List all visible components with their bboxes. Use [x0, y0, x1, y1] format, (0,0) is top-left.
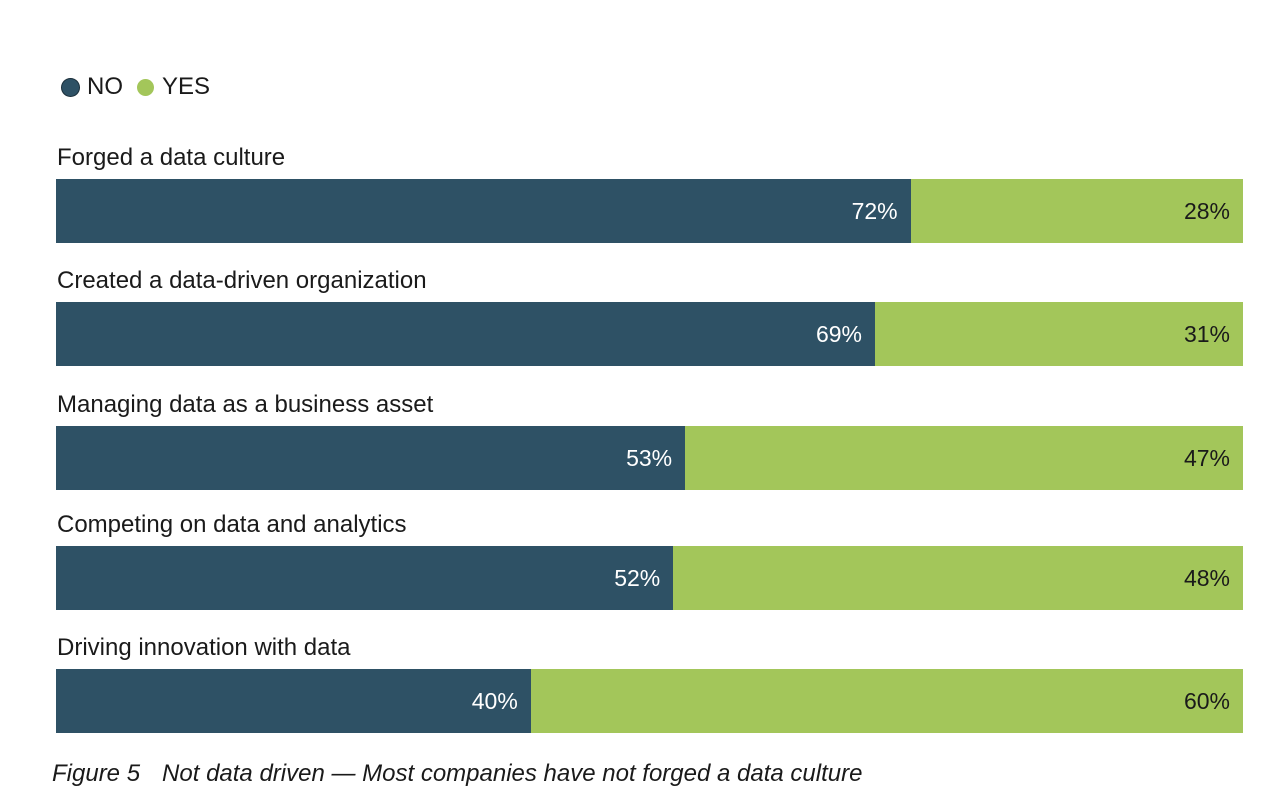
bar-row-managing-data-as-a-business-asset: 53% 47% [56, 426, 1243, 490]
legend-label-no: NO [87, 73, 123, 100]
data-label-yes-competing-on-data-and-analytics: 48% [1183, 565, 1230, 591]
bar-segment-no-forged-a-data-culture: 72% [56, 179, 911, 243]
data-label-no-managing-data-as-a-business-asset: 53% [626, 445, 673, 471]
category-label-created-a-data-driven-organization: Created a data-driven organization [57, 267, 427, 294]
data-label-no-forged-a-data-culture: 72% [851, 198, 898, 224]
legend-item-no: NO [62, 73, 123, 101]
bar-row-created-a-data-driven-organization: 69% 31% [56, 302, 1243, 366]
bar-segment-no-competing-on-data-and-analytics: 52% [56, 546, 674, 610]
data-label-no-created-a-data-driven-organization: 69% [815, 321, 863, 347]
bar-segment-no-driving-innovation-with-data: 40% [56, 669, 531, 733]
legend-swatch-no [62, 78, 79, 96]
bar-segment-no-managing-data-as-a-business-asset: 53% [56, 426, 686, 490]
figure-caption-text: Not data driven — Most companies have no… [162, 760, 863, 787]
category-label-forged-a-data-culture: Forged a data culture [57, 144, 286, 171]
legend-label-yes: YES [162, 73, 211, 100]
legend-item-yes: YES [137, 73, 210, 101]
bar-row-driving-innovation-with-data: 40% 60% [56, 669, 1243, 733]
data-label-yes-driving-innovation-with-data: 60% [1183, 688, 1230, 714]
bar-segment-yes-forged-a-data-culture: 28% [910, 179, 1243, 243]
category-label-competing-on-data-and-analytics: Competing on data and analytics [57, 511, 407, 538]
bar-row-forged-a-data-culture: 72% 28% [56, 179, 1243, 243]
data-label-yes-created-a-data-driven-organization: 31% [1183, 321, 1230, 347]
category-label-driving-innovation-with-data: Driving innovation with data [57, 634, 351, 661]
data-label-no-driving-innovation-with-data: 40% [471, 688, 518, 714]
legend-swatch-yes [137, 78, 154, 96]
category-label-managing-data-as-a-business-asset: Managing data as a business asset [57, 391, 434, 418]
figure-caption: Figure 5 Not data driven — Most companies… [52, 760, 862, 788]
bar-row-competing-on-data-and-analytics: 52% 48% [56, 546, 1243, 610]
bar-segment-yes-driving-innovation-with-data: 60% [530, 669, 1243, 733]
bar-segment-no-created-a-data-driven-organization: 69% [56, 302, 876, 366]
chart-legend: NO YES [62, 72, 224, 102]
bar-segment-yes-competing-on-data-and-analytics: 48% [673, 546, 1243, 610]
figure-number: Figure 5 [52, 760, 141, 787]
data-label-yes-forged-a-data-culture: 28% [1183, 198, 1230, 224]
data-label-yes-managing-data-as-a-business-asset: 47% [1183, 445, 1230, 471]
bar-segment-yes-managing-data-as-a-business-asset: 47% [685, 426, 1243, 490]
data-label-no-competing-on-data-and-analytics: 52% [614, 565, 661, 591]
bar-segment-yes-created-a-data-driven-organization: 31% [875, 302, 1243, 366]
